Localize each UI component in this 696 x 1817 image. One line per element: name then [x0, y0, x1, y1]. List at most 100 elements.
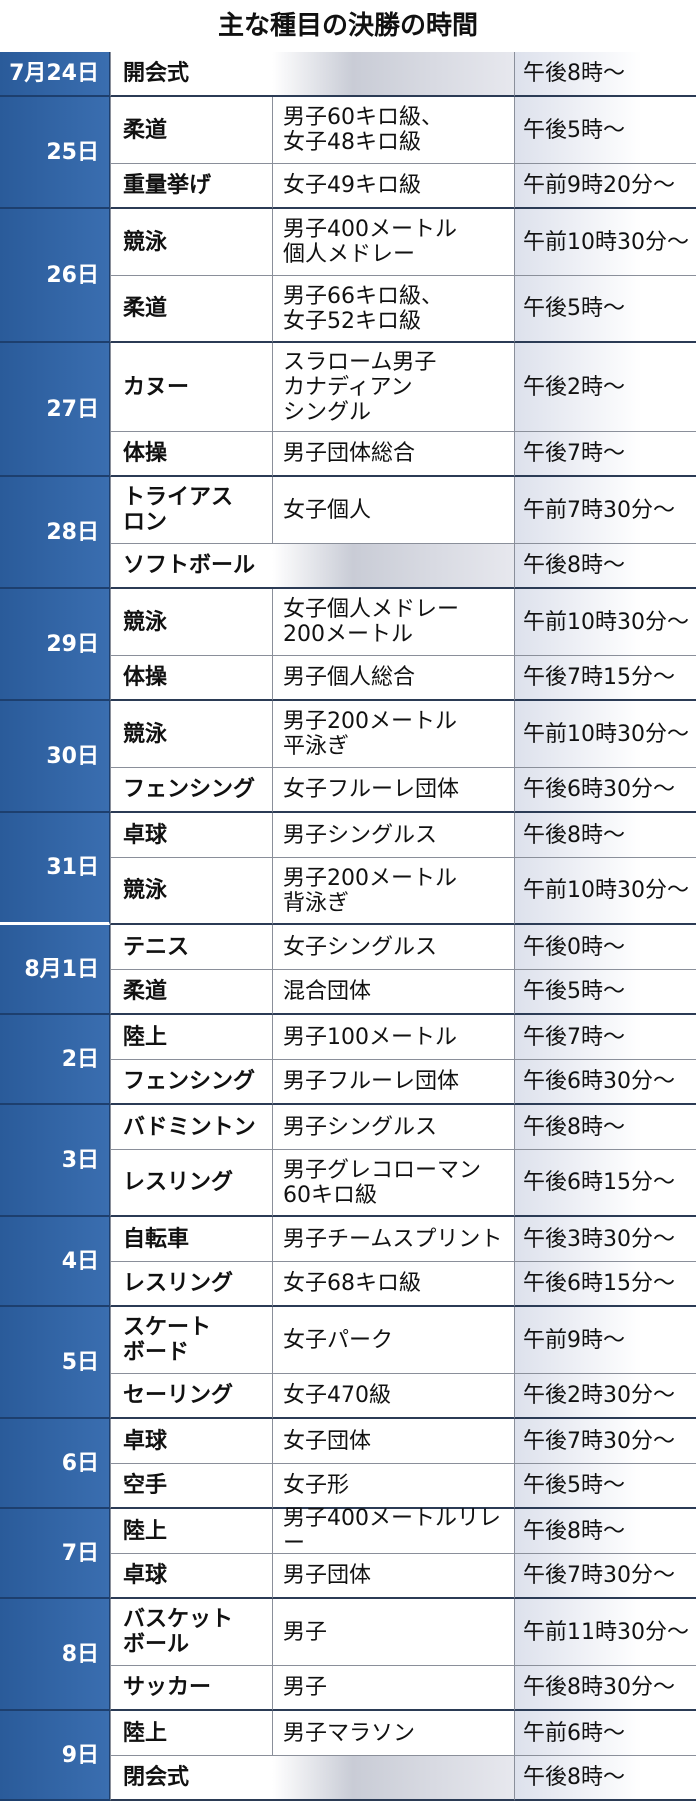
- text-line: 男子: [283, 1675, 328, 1700]
- text-line: 男子シングルス: [283, 822, 438, 848]
- event-cell: 柔道: [110, 97, 272, 164]
- time-cell: 午後7時30分～: [514, 1554, 696, 1599]
- time-cell: 午後7時～: [514, 432, 696, 477]
- event-cell: 競泳: [110, 858, 272, 925]
- text-line: 午前11時30分～: [523, 1619, 689, 1645]
- text-line: ボール: [123, 1632, 190, 1657]
- text-line: 午後8時～: [523, 1765, 625, 1790]
- text-line: 陸上: [123, 1518, 168, 1544]
- detail-cell: 女子団体: [272, 1419, 514, 1464]
- time-cell: 午後5時～: [514, 970, 696, 1015]
- time-cell: 午前10時30分～: [514, 589, 696, 656]
- text-line: フェンシング: [123, 777, 256, 802]
- detail-cell: 男子400メートルリレー: [272, 1506, 514, 1556]
- time-cell: 午後2時～: [514, 343, 696, 432]
- date-cell: 3日: [0, 1105, 110, 1217]
- time-cell: 午後6時30分～: [514, 1060, 696, 1105]
- text-line: 空手: [123, 1473, 168, 1498]
- time-cell: 午後7時15分～: [514, 656, 696, 701]
- time-cell: 午前9時20分～: [514, 164, 696, 209]
- time-cell: 午後8時～: [514, 1509, 696, 1554]
- text-line: 午前6時～: [523, 1720, 625, 1746]
- text-line: 男子団体: [283, 1563, 372, 1588]
- detail-cell: 男子団体総合: [272, 432, 514, 477]
- date-cell: 7日: [0, 1509, 110, 1599]
- text-line: 女子52キロ級: [283, 308, 421, 334]
- text-line: 女子49キロ級: [283, 173, 421, 198]
- event-cell: 卓球: [110, 813, 272, 858]
- text-line: 男子: [283, 1619, 328, 1645]
- text-line: 5日: [61, 1349, 99, 1375]
- text-line: 体操: [123, 441, 168, 466]
- text-line: 背泳ぎ: [283, 890, 350, 916]
- text-line: 男子60キロ級、: [283, 105, 443, 130]
- date-cell: 26日: [0, 209, 110, 343]
- date-cell: 25日: [0, 97, 110, 209]
- date-cell: 28日: [0, 477, 110, 589]
- text-line: 女子団体: [283, 1428, 372, 1454]
- time-cell: 午前9時～: [514, 1307, 696, 1374]
- text-line: 午後8時～: [523, 1114, 625, 1140]
- event-cell: レスリング: [110, 1150, 272, 1217]
- detail-cell: 男子66キロ級、 女子52キロ級: [272, 276, 514, 343]
- text-line: 午後7時15分～: [523, 665, 675, 690]
- text-line: 午後7時30分～: [523, 1428, 675, 1454]
- text-line: 女子個人: [283, 497, 372, 523]
- event-cell: 陸上: [110, 1509, 272, 1554]
- text-line: 競泳: [123, 878, 168, 903]
- text-line: ロン: [123, 510, 168, 535]
- event-cell: バスケット ボール: [110, 1599, 272, 1666]
- detail-cell: 男子マラソン: [272, 1711, 514, 1756]
- text-line: バドミントン: [123, 1114, 256, 1140]
- detail-cell: 女子形: [272, 1464, 514, 1509]
- event-cell: 柔道: [110, 276, 272, 343]
- detail-cell: 女子470級: [272, 1374, 514, 1419]
- date-cell: 7月24日: [0, 52, 110, 97]
- time-cell: 午後8時～: [514, 1756, 696, 1801]
- text-line: 混合団体: [283, 979, 372, 1004]
- text-line: トライアス: [123, 485, 234, 510]
- text-line: 女子パーク: [283, 1327, 394, 1353]
- event-cell: 体操: [110, 656, 272, 701]
- detail-cell: 男子100メートル: [272, 1015, 514, 1060]
- time-cell: 午前7時30分～: [514, 477, 696, 544]
- text-line: 午後7時～: [523, 441, 625, 466]
- text-line: 卓球: [123, 822, 168, 848]
- time-cell: 午前11時30分～: [514, 1599, 696, 1666]
- event-cell: 自転車: [110, 1217, 272, 1262]
- text-line: 午後8時～: [523, 822, 625, 848]
- text-line: 27日: [46, 396, 99, 422]
- time-cell: 午前10時30分～: [514, 701, 696, 768]
- text-line: 午後0時～: [523, 934, 625, 960]
- detail-cell: 男子: [272, 1666, 514, 1711]
- text-line: 女子470級: [283, 1383, 391, 1408]
- text-line: 個人メドレー: [283, 242, 416, 267]
- text-line: 7日: [61, 1540, 99, 1566]
- detail-cell: 女子個人: [272, 477, 514, 544]
- text-line: 午前9時20分～: [523, 173, 675, 198]
- time-cell: 午後8時～: [514, 544, 696, 589]
- text-line: 午後8時～: [523, 1518, 625, 1544]
- time-cell: 午後7時30分～: [514, 1419, 696, 1464]
- text-line: 午前9時～: [523, 1327, 625, 1353]
- date-cell: 8日: [0, 1599, 110, 1711]
- detail-cell: 女子68キロ級: [272, 1262, 514, 1307]
- text-line: 男子団体総合: [283, 441, 416, 466]
- text-line: カヌー: [123, 374, 190, 400]
- time-cell: 午後8時～: [514, 813, 696, 858]
- text-line: フェンシング: [123, 1069, 256, 1094]
- text-line: 自転車: [123, 1226, 190, 1252]
- text-line: 男子200メートル: [283, 865, 457, 891]
- text-line: 200メートル: [283, 622, 413, 647]
- detail-cell: 女子シングルス: [272, 925, 514, 970]
- text-line: 女子形: [283, 1473, 350, 1498]
- time-cell: 午後8時～: [514, 1105, 696, 1150]
- text-line: 午後6時30分～: [523, 1069, 675, 1094]
- event-cell: ソフトボール: [110, 544, 514, 589]
- text-line: 柔道: [123, 296, 168, 321]
- text-line: 卓球: [123, 1428, 168, 1454]
- time-cell: 午後5時～: [514, 97, 696, 164]
- text-line: 女子シングルス: [283, 934, 438, 960]
- detail-cell: 男子フルーレ団体: [272, 1060, 514, 1105]
- text-line: 31日: [46, 855, 99, 880]
